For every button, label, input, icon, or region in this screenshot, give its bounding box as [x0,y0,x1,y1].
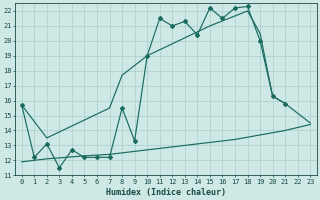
X-axis label: Humidex (Indice chaleur): Humidex (Indice chaleur) [106,188,226,197]
